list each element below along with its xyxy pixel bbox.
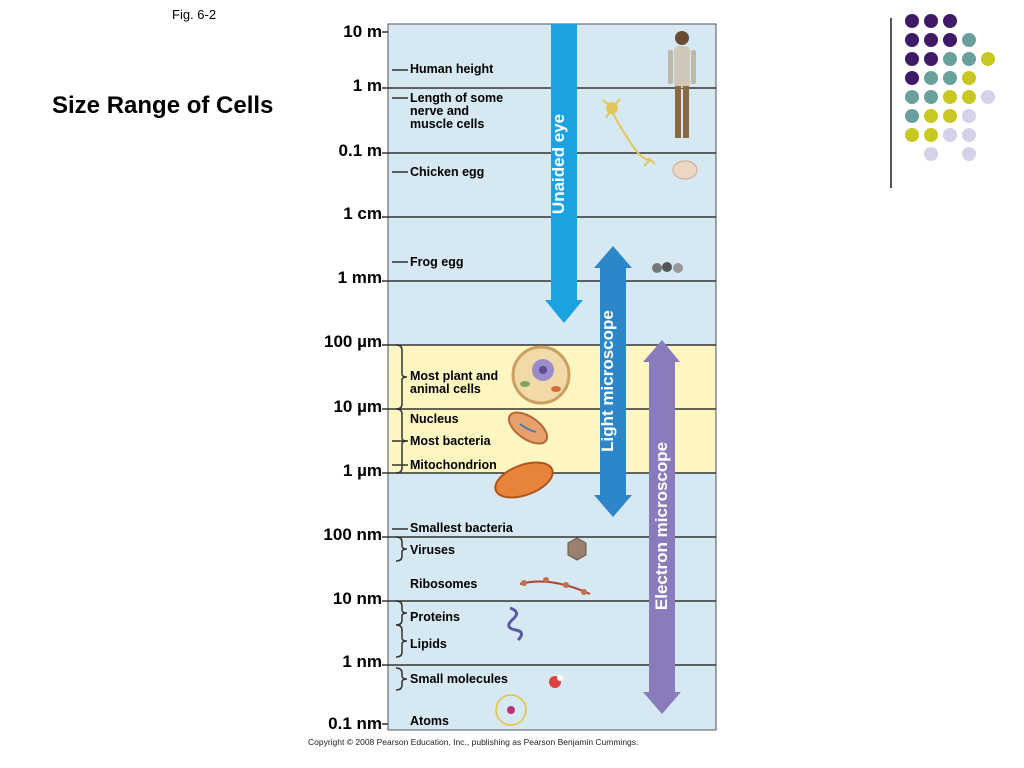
decorative-dot	[905, 71, 919, 85]
decorative-dot	[924, 128, 938, 142]
decorative-dot	[943, 109, 957, 123]
decorative-dot	[943, 90, 957, 104]
scale-label: 1 nm	[342, 652, 382, 671]
slide-title: Size Range of Cells	[52, 92, 274, 119]
unaided-eye-arrow	[545, 24, 583, 323]
plant-cell-icon	[511, 345, 571, 405]
item-braces	[395, 344, 408, 691]
decorative-dot	[962, 33, 976, 47]
decorative-dot	[943, 33, 957, 47]
decorative-dot	[905, 90, 919, 104]
decorative-dot	[924, 71, 938, 85]
nerve-cell-icon	[602, 98, 656, 167]
item-brace	[395, 624, 408, 658]
mitochondrion-icon	[494, 461, 554, 499]
scale-label: 1 mm	[337, 268, 382, 287]
scale-label: 1 m	[352, 76, 382, 95]
scale-label: 1 cm	[343, 204, 382, 223]
decorative-dot	[924, 90, 938, 104]
item-label: Proteins	[410, 610, 461, 624]
scale-label: 100 nm	[323, 525, 382, 544]
decorative-dot	[962, 109, 976, 123]
decorative-dot	[924, 33, 938, 47]
atom-icon	[495, 694, 527, 726]
item-label: Most plant and animal cells	[410, 369, 499, 396]
figure-number: Fig. 6-2	[172, 7, 217, 22]
protein-icon	[507, 606, 523, 642]
item-label: Length of some nerve and muscle cells	[410, 91, 504, 131]
decorative-dot	[905, 128, 919, 142]
light-microscope-label: Light microscope	[597, 310, 617, 452]
item-label: Lipids	[410, 637, 447, 651]
decorative-dot	[905, 14, 919, 28]
item-label: Atoms	[410, 714, 449, 728]
decorative-dot	[924, 109, 938, 123]
bacterium-icon	[507, 411, 549, 445]
decorative-dot	[943, 14, 957, 28]
decorative-dot	[962, 52, 976, 66]
item-brace	[395, 667, 408, 691]
item-ticks	[392, 69, 408, 530]
item-label: Viruses	[410, 543, 455, 557]
item-label: Ribosomes	[410, 577, 478, 591]
decorative-dot	[962, 128, 976, 142]
decorative-divider	[890, 18, 892, 188]
light-microscope-arrow	[594, 246, 632, 517]
decorative-dot	[981, 90, 995, 104]
frog-eggs-icon	[652, 262, 683, 273]
virus-icon	[567, 537, 587, 561]
decorative-dot	[905, 33, 919, 47]
decorative-dot	[962, 90, 976, 104]
scale-label: 10 nm	[332, 589, 382, 608]
scale-label: 100 µm	[324, 332, 382, 351]
decorative-dot	[981, 52, 995, 66]
decorative-dot	[905, 109, 919, 123]
scale-label: 0.1 nm	[328, 714, 382, 733]
item-label: Small molecules	[410, 672, 508, 686]
scale-label: 0.1 m	[338, 141, 382, 160]
decorative-dot	[943, 52, 957, 66]
item-label: Most bacteria	[410, 434, 491, 448]
item-brace	[395, 600, 408, 626]
decorative-dot	[924, 14, 938, 28]
decorative-dot	[924, 52, 938, 66]
chicken-egg-icon	[672, 160, 698, 180]
item-label: Human height	[410, 62, 494, 76]
electron-microscope-arrow	[643, 340, 681, 714]
scale-label: 10 µm	[333, 397, 382, 416]
decorative-dot	[962, 71, 976, 85]
decorative-dot	[943, 71, 957, 85]
scale-label: 1 µm	[342, 461, 382, 480]
decorative-dot	[924, 147, 938, 161]
decorative-dot-grid	[905, 14, 1015, 174]
item-label: Mitochondrion	[410, 458, 497, 472]
ribosomes-icon	[519, 577, 591, 595]
item-label: Nucleus	[410, 412, 459, 426]
human-figure-icon	[668, 31, 696, 138]
item-label: Smallest bacteria	[410, 521, 513, 535]
molecule-icon	[549, 675, 563, 688]
scale-label: 10 m	[343, 22, 382, 41]
item-brace	[395, 344, 408, 410]
item-label: Frog egg	[410, 255, 464, 269]
decorative-dot	[943, 128, 957, 142]
item-brace	[395, 408, 408, 474]
electron-microscope-label: Electron microscope	[652, 441, 672, 611]
decorative-dot	[962, 147, 976, 161]
item-brace	[395, 536, 408, 562]
copyright-notice: Copyright © 2008 Pearson Education, Inc.…	[308, 737, 639, 747]
item-label: Chicken egg	[410, 165, 485, 179]
decorative-dot	[905, 52, 919, 66]
unaided-eye-label: Unaided eye	[549, 113, 569, 215]
